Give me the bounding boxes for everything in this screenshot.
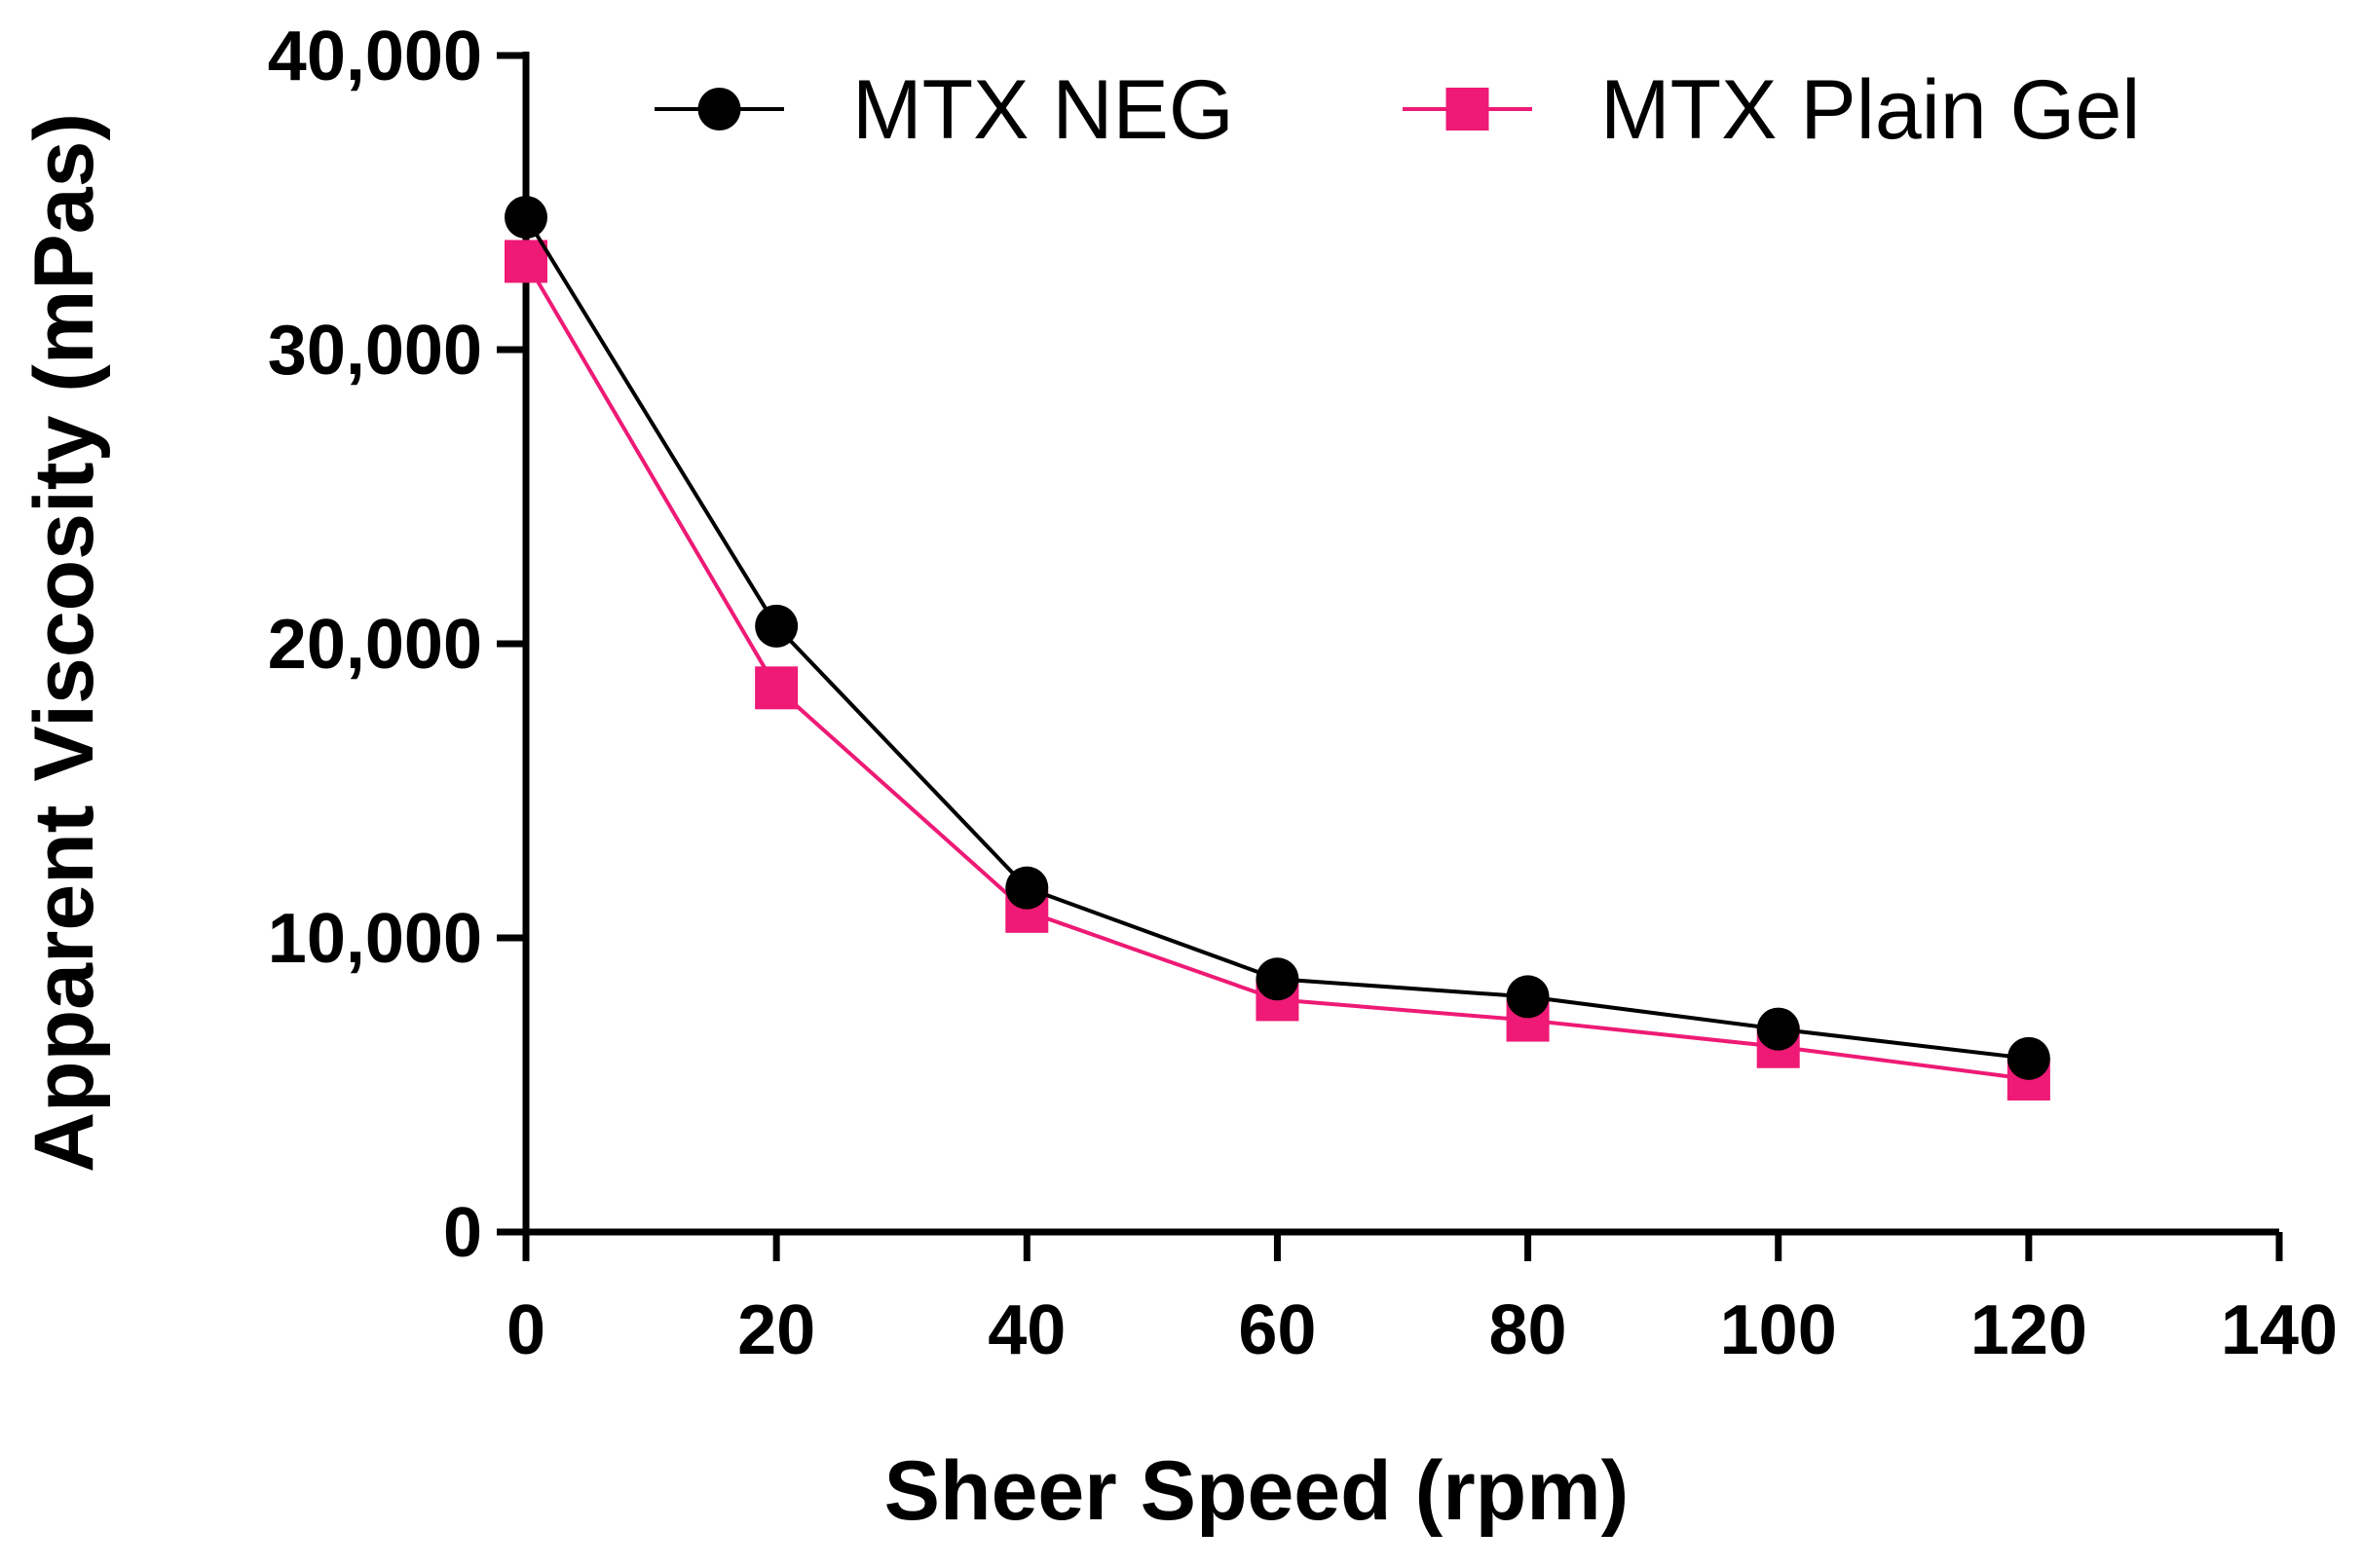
x-tick-label: 100 (1720, 1291, 1837, 1369)
legend-label: MTX NEG (852, 63, 1234, 157)
series-layer (505, 196, 2050, 1101)
x-tick-label: 60 (1238, 1291, 1316, 1369)
series-0 (505, 196, 2050, 1080)
x-tick-label: 80 (1489, 1291, 1567, 1369)
legend-marker (697, 88, 741, 131)
data-point (755, 666, 799, 710)
y-tick-label: 0 (443, 1194, 482, 1272)
series-line (524, 216, 2030, 1061)
data-point (505, 240, 547, 283)
y-tick-label: 30,000 (268, 312, 482, 390)
x-axis-title: Sheer Speed (rpm) (884, 1444, 1630, 1538)
series-line (524, 260, 2030, 1081)
x-tick-label: 0 (506, 1291, 545, 1369)
data-point (1756, 1007, 1800, 1051)
legend-label: MTX Plain Gel (1600, 63, 2140, 157)
data-point (1506, 975, 1550, 1019)
data-point (755, 604, 799, 648)
data-point (2006, 1036, 2050, 1080)
legend-marker (1445, 88, 1489, 131)
x-tick-label: 140 (2221, 1291, 2338, 1369)
y-tick-label: 20,000 (268, 606, 482, 684)
legend: MTX NEG MTX Plain Gel (655, 63, 2140, 157)
x-tick-label: 120 (1970, 1291, 2087, 1369)
data-point (1256, 957, 1299, 1001)
data-point (1005, 866, 1049, 910)
legend-item-1: MTX Plain Gel (1403, 63, 2140, 157)
y-axis-title: Apparent Viscosity (mPas) (18, 113, 111, 1173)
y-tick-label: 10,000 (268, 900, 482, 978)
data-point (505, 196, 547, 240)
axes: 0 10,000 20,000 30,000 40,000 0 20 40 60 80 100 120… (268, 18, 2338, 1369)
y-tick-label: 40,000 (268, 18, 482, 95)
x-tick-label: 40 (988, 1291, 1066, 1369)
x-tick-label: 20 (737, 1291, 815, 1369)
legend-item-0: MTX NEG (655, 63, 1234, 157)
